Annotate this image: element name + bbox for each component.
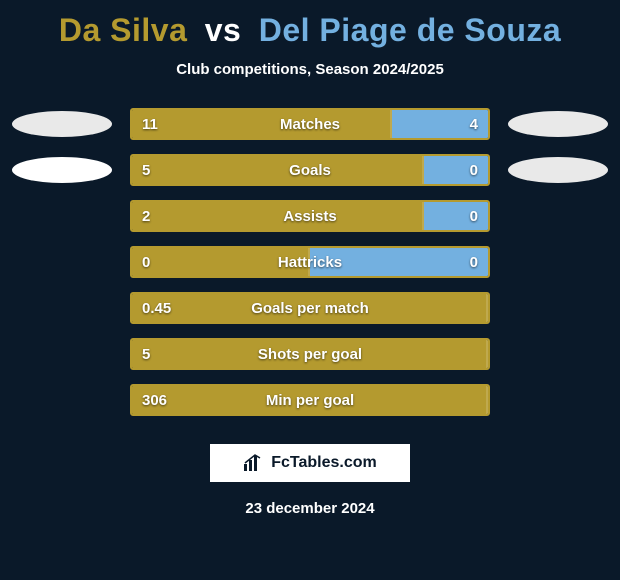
player2-ellipse [508, 157, 608, 183]
stat-label: Min per goal [132, 386, 488, 414]
title-player1: Da Silva [59, 12, 188, 48]
brand-text: FcTables.com [271, 454, 377, 472]
title-player2: Del Piage de Souza [259, 12, 561, 48]
stat-bar: 306Min per goal [130, 384, 490, 416]
page-title: Da Silva vs Del Piage de Souza [59, 12, 561, 49]
brand-badge: FcTables.com [210, 444, 410, 482]
stat-bar: 20Assists [130, 200, 490, 232]
stat-row: 50Goals [2, 154, 618, 186]
stats-list: 114Matches 50Goals 20Assists 00Hattricks 0.4… [2, 108, 618, 430]
stat-bar: 50Goals [130, 154, 490, 186]
stat-label: Goals [132, 156, 488, 184]
stat-row: 114Matches [2, 108, 618, 140]
stat-row: 00Hattricks [2, 246, 618, 278]
stat-label: Goals per match [132, 294, 488, 322]
player2-ellipse [508, 111, 608, 137]
stat-bar: 0.45Goals per match [130, 292, 490, 324]
chart-icon [243, 454, 265, 472]
stat-label: Shots per goal [132, 340, 488, 368]
comparison-infographic: Da Silva vs Del Piage de Souza Club comp… [0, 0, 620, 580]
stat-row: 20Assists [2, 200, 618, 232]
player1-ellipse [12, 111, 112, 137]
stat-label: Assists [132, 202, 488, 230]
footer-date: 23 december 2024 [245, 500, 374, 517]
player1-ellipse [12, 157, 112, 183]
stat-row: 306Min per goal [2, 384, 618, 416]
subtitle: Club competitions, Season 2024/2025 [176, 61, 444, 78]
stat-row: 5Shots per goal [2, 338, 618, 370]
title-vs: vs [205, 12, 242, 48]
stat-bar: 00Hattricks [130, 246, 490, 278]
stat-label: Matches [132, 110, 488, 138]
stat-label: Hattricks [132, 248, 488, 276]
stat-bar: 114Matches [130, 108, 490, 140]
stat-row: 0.45Goals per match [2, 292, 618, 324]
stat-bar: 5Shots per goal [130, 338, 490, 370]
